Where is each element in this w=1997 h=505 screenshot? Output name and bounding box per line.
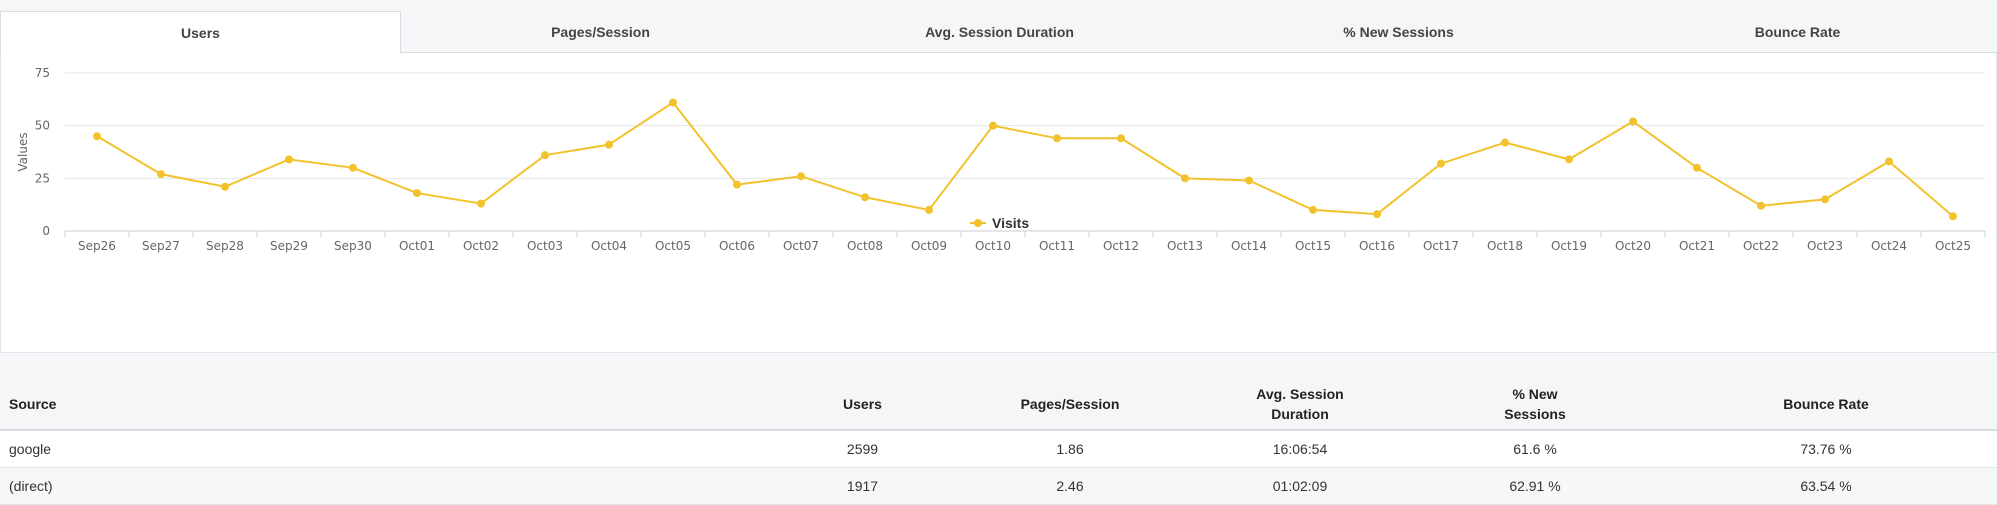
data-point [349, 163, 357, 172]
x-tick-label: Oct19 [1551, 239, 1587, 253]
y-tick-label: 25 [35, 171, 50, 185]
cell-new-sessions: 61.6 % [1415, 430, 1655, 468]
x-tick-label: Oct20 [1615, 239, 1651, 253]
data-point [413, 189, 421, 198]
x-tick-label: Oct08 [847, 239, 883, 253]
tab-new-sessions[interactable]: % New Sessions [1199, 11, 1598, 53]
data-point [1949, 212, 1957, 221]
y-tick-label: 0 [42, 224, 50, 238]
x-tick-label: Oct09 [911, 239, 947, 253]
x-tick-label: Oct25 [1935, 239, 1971, 253]
data-point [605, 140, 613, 149]
cell-pages-session: 1.86 [955, 430, 1185, 468]
header-pages-session[interactable]: Pages/Session [955, 378, 1185, 431]
data-point [1053, 134, 1061, 143]
x-tick-label: Oct01 [399, 239, 435, 253]
cell-avg-session-duration: 16:06:54 [1185, 430, 1415, 468]
data-point [1245, 176, 1253, 185]
cell-source: google [0, 430, 770, 468]
data-point [1885, 157, 1893, 166]
data-point [861, 193, 869, 202]
data-point [733, 180, 741, 189]
x-tick-label: Oct07 [783, 239, 819, 253]
header-avg-session-duration[interactable]: Avg. Session Duration [1185, 378, 1415, 431]
data-point [1821, 195, 1829, 204]
x-tick-label: Oct03 [527, 239, 563, 253]
data-point [989, 121, 997, 130]
x-tick-label: Sep28 [206, 239, 244, 253]
data-point [1117, 134, 1125, 143]
cell-bounce-rate: 63.54 % [1655, 467, 1997, 505]
y-tick-label: 75 [35, 66, 50, 80]
tab-pages-session[interactable]: Pages/Session [401, 11, 800, 53]
x-tick-label: Oct02 [463, 239, 499, 253]
data-point [157, 170, 165, 179]
tab-avg-session-duration[interactable]: Avg. Session Duration [800, 11, 1199, 53]
data-point [1309, 205, 1317, 214]
series-line-visits [96, 101, 1954, 218]
x-tick-label: Sep27 [142, 239, 180, 253]
data-point [1181, 174, 1189, 183]
visits-line-chart: 0 25 50 75 Values Sep26 Sep27 Sep28 Sep29 Sep30 Oc… [16, 66, 1986, 253]
header-bounce-rate[interactable]: Bounce Rate [1655, 378, 1997, 431]
chart-panel [0, 11, 1997, 353]
header-users[interactable]: Users [770, 378, 955, 431]
x-tick-label: Oct22 [1743, 239, 1779, 253]
x-tick-label: Oct05 [655, 239, 691, 253]
tab-users[interactable]: Users [0, 11, 401, 53]
x-tick-label: Oct12 [1103, 239, 1139, 253]
y-axis-label: Values [16, 132, 30, 171]
x-tick-label: Sep30 [334, 239, 372, 253]
x-tick-label: Sep26 [78, 239, 116, 253]
data-point [285, 155, 293, 164]
data-point [1565, 155, 1573, 164]
x-tick-label: Oct21 [1679, 239, 1715, 253]
x-tick-label: Oct24 [1871, 239, 1907, 253]
data-point [797, 172, 805, 181]
data-point [1629, 117, 1637, 126]
x-tick-label: Oct17 [1423, 239, 1459, 253]
data-point [1757, 201, 1765, 210]
x-tick-label: Sep29 [270, 239, 308, 253]
cell-avg-session-duration: 01:02:09 [1185, 467, 1415, 505]
data-point [1437, 159, 1445, 168]
data-point [221, 182, 229, 191]
x-tick-label: Oct14 [1231, 239, 1267, 253]
sources-table: Source Users Pages/Session Avg. Session D… [0, 378, 1997, 505]
x-tick-label: Oct10 [975, 239, 1011, 253]
cell-bounce-rate: 73.76 % [1655, 430, 1997, 468]
legend-label: Visits [992, 215, 1029, 231]
data-point [541, 151, 549, 160]
cell-users: 1917 [770, 467, 955, 505]
tab-bounce-rate[interactable]: Bounce Rate [1598, 11, 1997, 53]
x-tick-label: Oct13 [1167, 239, 1203, 253]
x-tick-label: Oct04 [591, 239, 627, 253]
x-tick-label: Oct11 [1039, 239, 1075, 253]
legend-marker [974, 219, 982, 227]
x-tick-label: Oct23 [1807, 239, 1843, 253]
data-point [477, 199, 485, 208]
header-source[interactable]: Source [0, 378, 770, 431]
x-tick-label: Oct16 [1359, 239, 1395, 253]
data-point [93, 132, 101, 141]
data-point [669, 98, 677, 107]
data-point [1373, 210, 1381, 219]
cell-source: (direct) [0, 467, 770, 505]
cell-users: 2599 [770, 430, 955, 468]
cell-new-sessions: 62.91 % [1415, 467, 1655, 505]
x-tick-label: Oct06 [719, 239, 755, 253]
table-header-row: Source Users Pages/Session Avg. Session D… [0, 378, 1997, 431]
x-tick-label: Oct15 [1295, 239, 1331, 253]
header-new-sessions[interactable]: % New Sessions [1415, 378, 1655, 431]
y-tick-label: 50 [35, 119, 50, 133]
table-row: (direct) 1917 2.46 01:02:09 62.91 % 63.5… [0, 467, 1997, 505]
metric-tabs: Users Pages/Session Avg. Session Duratio… [0, 11, 1997, 53]
data-point [925, 205, 933, 214]
table-row: google 2599 1.86 16:06:54 61.6 % 73.76 % [0, 430, 1997, 468]
x-tick-label: Oct18 [1487, 239, 1523, 253]
cell-pages-session: 2.46 [955, 467, 1185, 505]
data-point [1501, 138, 1509, 147]
data-point [1693, 163, 1701, 172]
